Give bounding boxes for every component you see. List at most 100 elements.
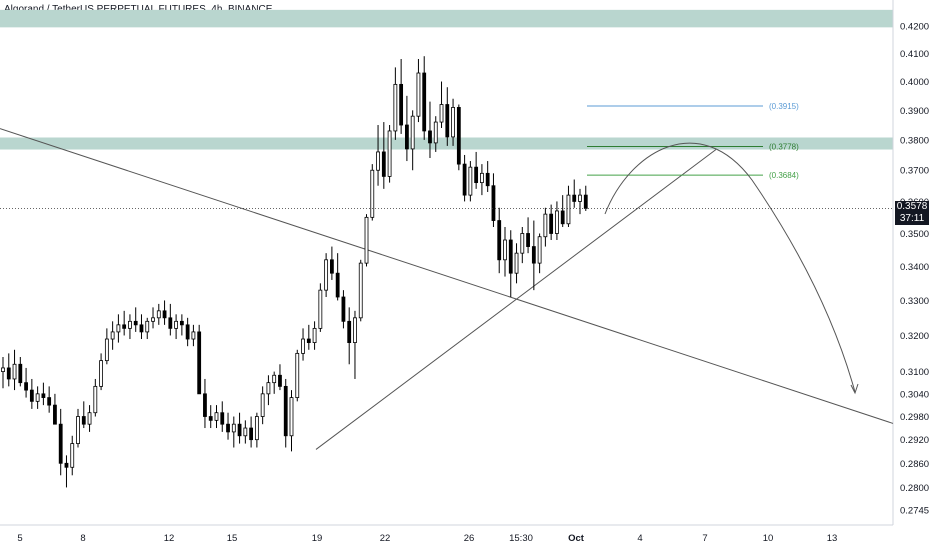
countdown-tag: 37:11 (895, 213, 929, 225)
candle-body (1, 367, 5, 372)
candle-body (295, 352, 300, 398)
candle-body (335, 272, 340, 298)
time-tick-label: 19 (312, 533, 323, 544)
candle-body (53, 404, 57, 425)
resistance-zone-0 (0, 9, 893, 28)
candle-body (185, 324, 190, 340)
time-tick-label: 26 (464, 533, 475, 544)
candle-body (272, 374, 277, 384)
price-tick-label: 0.3900 (900, 106, 929, 117)
price-tick-label: 0.4200 (900, 22, 929, 33)
candle-body (416, 72, 421, 117)
price-tick-label: 0.2920 (900, 435, 929, 446)
price-tick-label: 0.2980 (900, 412, 929, 423)
candle-body (543, 213, 548, 238)
candle-body (24, 382, 28, 391)
candle-body (116, 324, 121, 333)
candle-body (122, 324, 127, 329)
candle-body (99, 360, 103, 387)
candle-body (237, 423, 242, 437)
candle-body (93, 385, 98, 414)
candle-body (329, 259, 334, 274)
price-tick-label: 0.3100 (900, 367, 929, 378)
time-tick-label: 4 (637, 533, 642, 544)
candle-body (508, 239, 513, 274)
candle-body (422, 72, 427, 132)
candle-body (214, 412, 219, 421)
price-tick-label: 0.4000 (900, 77, 929, 88)
candle-body (376, 151, 380, 171)
candle-body (439, 104, 444, 123)
candle-body (433, 121, 438, 144)
price-tick-label: 0.4100 (900, 49, 929, 60)
time-tick-label: 15:30 (509, 533, 533, 544)
price-tick-label: 0.2745 (900, 506, 929, 517)
candle-body (393, 83, 398, 132)
candle-body (526, 233, 530, 247)
candle-body (174, 320, 179, 329)
time-tick-label: 15 (227, 533, 238, 544)
candle-body (283, 385, 288, 437)
candle-body (133, 320, 138, 326)
candle-body (468, 166, 473, 196)
fib-level-label: (0.3915) (769, 102, 799, 111)
candle-body (578, 194, 582, 202)
candle-body (341, 296, 346, 322)
candle-body (226, 423, 230, 433)
candle-body (70, 443, 75, 468)
candle-body (197, 331, 202, 395)
price-tick-label: 0.2800 (900, 483, 929, 494)
price-tick-label: 0.3800 (900, 135, 929, 146)
candle-body (324, 259, 329, 291)
candle-body (451, 107, 455, 138)
candle-body (260, 393, 265, 417)
fib-level-label: (0.3778) (769, 143, 799, 152)
candle-body (76, 416, 80, 444)
candle-body (491, 185, 496, 221)
chart-title: Algorand / TetherUS PERPETUAL FUTURES, 4… (4, 4, 273, 15)
candle-body (381, 151, 386, 177)
candle-body (128, 320, 132, 329)
candle-body (404, 124, 409, 150)
candle-body (503, 239, 507, 261)
ascending-trendline[interactable] (315, 149, 717, 450)
candle-body (514, 252, 519, 274)
resistance-zone-1 (0, 137, 893, 150)
time-tick-label: 5 (17, 533, 22, 544)
candle-body (231, 423, 236, 433)
candle-body (162, 310, 167, 319)
price-tick-label: 0.3400 (900, 262, 929, 273)
candle-body (35, 393, 40, 402)
candle-body (87, 412, 92, 425)
candle-body (29, 389, 34, 402)
price-tick-label: 0.2860 (900, 459, 929, 470)
candle-body (41, 393, 46, 398)
candle-body (399, 83, 404, 126)
candle-body (549, 213, 554, 234)
candle-body (18, 363, 23, 384)
candle-body (566, 194, 571, 225)
candle-body (537, 236, 542, 264)
candle-body (47, 397, 52, 406)
candle-body (243, 427, 248, 437)
candle-body (81, 416, 86, 425)
projection-arrowhead-icon (850, 383, 859, 395)
candle-body (364, 216, 369, 264)
candle-body (358, 262, 363, 319)
candle-body (387, 130, 392, 177)
candle-body (583, 194, 588, 209)
candle-body (318, 289, 323, 329)
candle-body (560, 210, 565, 225)
projection-path[interactable] (604, 142, 856, 393)
price-tick-label: 0.3500 (900, 229, 929, 240)
candle-body (480, 172, 484, 184)
price-tick-label: 0.3200 (900, 331, 929, 342)
candle-body (191, 331, 196, 340)
descending-trendline[interactable] (0, 128, 894, 424)
candle-body (474, 166, 479, 184)
candle-body (520, 233, 525, 254)
candle-body (531, 246, 536, 264)
candle-body (12, 363, 17, 380)
candle-body (6, 367, 11, 380)
